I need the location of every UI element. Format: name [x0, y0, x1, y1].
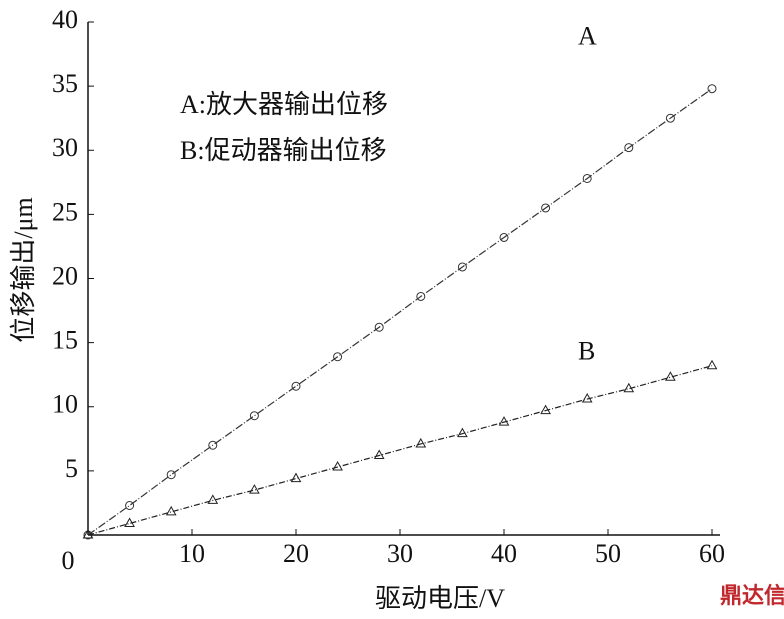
- y-axis-title: 位移输出/μm: [9, 197, 38, 342]
- point: [499, 232, 509, 242]
- y-tick-label: 35: [52, 69, 78, 98]
- point: [457, 262, 467, 272]
- point: [333, 352, 343, 362]
- point: [165, 505, 177, 516]
- annotation: A:放大器输出位移: [180, 90, 388, 119]
- series-line: [87, 365, 713, 536]
- point: [208, 440, 218, 450]
- point: [415, 437, 427, 448]
- point: [249, 411, 259, 421]
- y-tick-label: 10: [52, 390, 78, 419]
- x-tick-label: 20: [283, 539, 309, 568]
- point: [207, 494, 219, 504]
- point: [374, 322, 384, 332]
- y-tick-label: 15: [52, 326, 78, 355]
- y-tick-label: 25: [52, 197, 78, 226]
- point: [541, 203, 551, 213]
- point: [249, 484, 260, 494]
- point: [540, 404, 551, 415]
- point: [498, 416, 510, 426]
- point: [373, 449, 385, 459]
- point: [332, 461, 343, 471]
- point: [166, 470, 176, 480]
- point: [124, 517, 135, 527]
- x-tick-label: 30: [387, 539, 413, 568]
- y-tick-label: 5: [65, 454, 78, 483]
- x-tick-label: 50: [595, 539, 621, 568]
- y-tick-label: 20: [52, 261, 78, 290]
- point: [623, 382, 635, 393]
- point: [706, 359, 718, 370]
- x-tick-label: 10: [179, 539, 205, 568]
- point: [581, 393, 593, 403]
- x-tick-label: 0: [62, 546, 75, 575]
- point: [582, 173, 592, 183]
- y-tick-label: 40: [52, 5, 78, 34]
- point: [291, 381, 301, 391]
- point: [416, 291, 426, 301]
- point: [125, 501, 135, 511]
- series-line: [87, 88, 713, 536]
- annotation: B:促动器输出位移: [180, 136, 387, 165]
- x-tick-label: 60: [699, 539, 725, 568]
- series-label: A: [578, 22, 597, 51]
- watermark: 鼎达信: [720, 583, 784, 608]
- point: [624, 143, 634, 153]
- point: [290, 472, 302, 483]
- point: [82, 528, 94, 539]
- x-axis-title: 驱动电压/V: [375, 584, 505, 613]
- point: [665, 371, 676, 381]
- point: [707, 84, 717, 94]
- point: [665, 113, 675, 123]
- x-tick-label: 40: [491, 539, 517, 568]
- point: [457, 427, 468, 438]
- y-tick-label: 30: [52, 133, 78, 162]
- series-label: B: [578, 337, 595, 366]
